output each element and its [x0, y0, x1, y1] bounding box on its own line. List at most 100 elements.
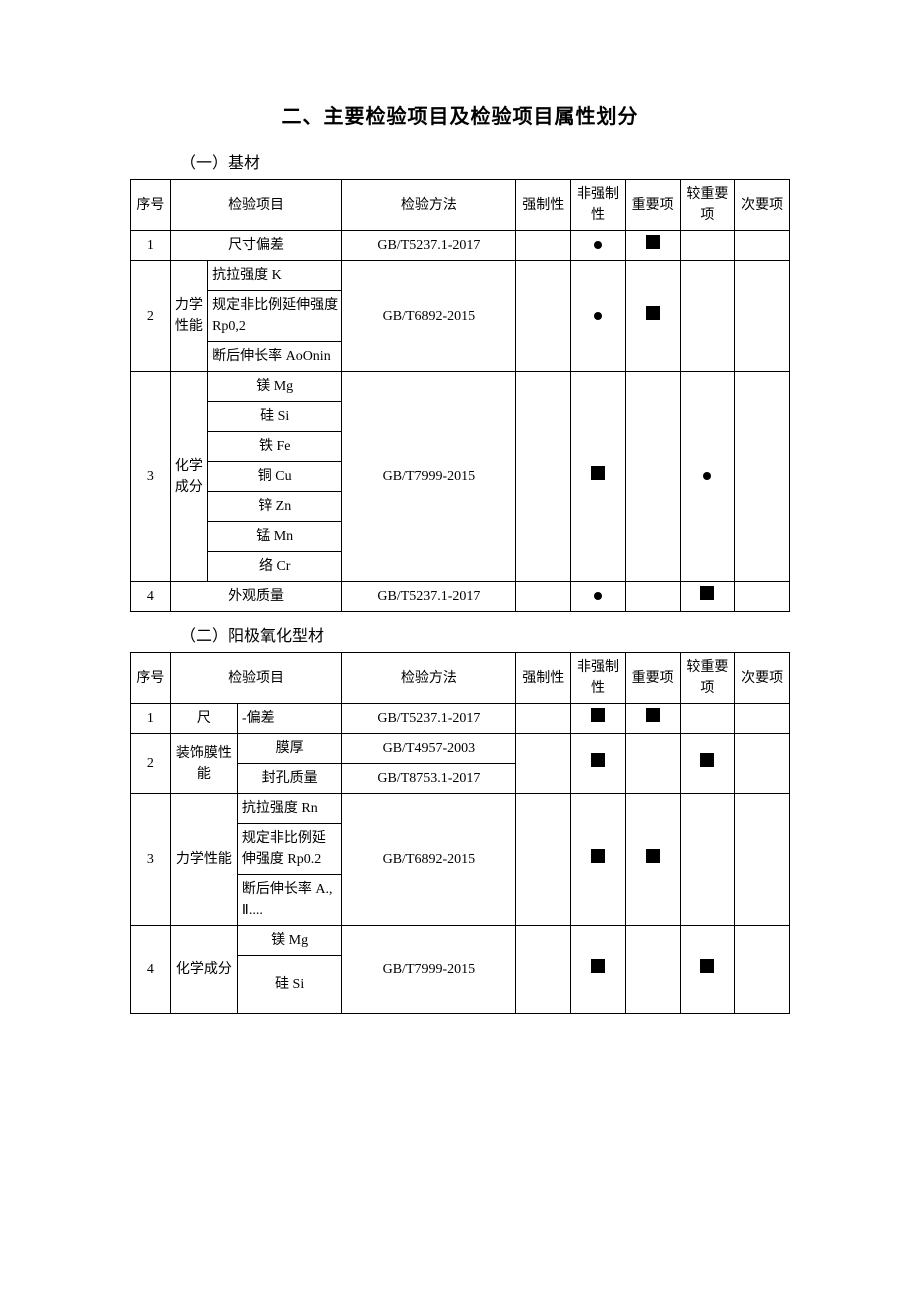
cell-seq: 3 [131, 794, 171, 926]
cell-flag [625, 261, 680, 372]
header-seq: 序号 [131, 180, 171, 231]
cell-method: GB/T7999-2015 [342, 372, 516, 582]
cell-flag [516, 231, 571, 261]
cell-item: 膜厚 [237, 734, 341, 764]
cell-method: GB/T5237.1-2017 [342, 582, 516, 612]
cell-flag [680, 926, 735, 1014]
cell-flag [735, 261, 790, 372]
table-row: 2 装饰膜性能 膜厚 GB/T4957-2003 [131, 734, 790, 764]
table-header-row: 序号 检验项目 检验方法 强制性 非强制性 重要项 较重要项 次要项 [131, 180, 790, 231]
cell-flag [625, 372, 680, 582]
cell-item: 镁 Mg [208, 372, 342, 402]
cell-item: 规定非比例延伸强度 Rp0.2 [237, 824, 341, 875]
cell-method: GB/T5237.1-2017 [342, 704, 516, 734]
cell-flag [571, 231, 626, 261]
header-c5: 次要项 [735, 653, 790, 704]
square-icon [591, 849, 605, 863]
header-method: 检验方法 [342, 653, 516, 704]
table-row: 4 外观质量 GB/T5237.1-2017 [131, 582, 790, 612]
page-title: 二、主要检验项目及检验项目属性划分 [130, 100, 790, 129]
square-icon [700, 753, 714, 767]
table-section-1: 序号 检验项目 检验方法 强制性 非强制性 重要项 较重要项 次要项 1 尺寸偏… [130, 179, 790, 612]
cell-flag [735, 582, 790, 612]
cell-seq: 1 [131, 231, 171, 261]
square-icon [591, 959, 605, 973]
cell-flag [680, 794, 735, 926]
cell-flag [735, 794, 790, 926]
section-2-title: （二）阳极氧化型材 [180, 622, 790, 646]
square-icon [591, 708, 605, 722]
header-c1: 强制性 [516, 653, 571, 704]
cell-item: 封孔质量 [237, 764, 341, 794]
header-c4: 较重要项 [680, 653, 735, 704]
cell-flag [516, 926, 571, 1014]
cell-flag [571, 926, 626, 1014]
cell-flag [571, 734, 626, 794]
header-c3: 重要项 [625, 180, 680, 231]
cell-item: 规定非比例延伸强度 Rp0,2 [208, 291, 342, 342]
cell-item: -偏差 [237, 704, 341, 734]
square-icon [591, 753, 605, 767]
cell-item: 铁 Fe [208, 432, 342, 462]
cell-item: 硅 Si [208, 402, 342, 432]
cell-item: 抗拉强度 Rn [237, 794, 341, 824]
dot-icon [594, 312, 602, 320]
cell-item: 尺寸偏差 [170, 231, 342, 261]
header-c2: 非强制性 [571, 180, 626, 231]
cell-category: 尺 [170, 704, 237, 734]
cell-method: GB/T6892-2015 [342, 794, 516, 926]
cell-item: 外观质量 [170, 582, 342, 612]
cell-category: 装饰膜性能 [170, 734, 237, 794]
cell-flag [735, 926, 790, 1014]
cell-method: GB/T6892-2015 [342, 261, 516, 372]
cell-flag [571, 372, 626, 582]
cell-item: 镁 Mg [237, 926, 341, 956]
cell-flag [680, 231, 735, 261]
square-icon [700, 959, 714, 973]
square-icon [646, 708, 660, 722]
cell-item: 断后伸长率 A.,Ⅱ.... [237, 875, 341, 926]
header-c4: 较重要项 [680, 180, 735, 231]
cell-item: 抗拉强度 K [208, 261, 342, 291]
cell-flag [516, 704, 571, 734]
dot-icon [594, 241, 602, 249]
cell-item: 锌 Zn [208, 492, 342, 522]
cell-seq: 2 [131, 734, 171, 794]
square-icon [591, 466, 605, 480]
cell-flag [680, 734, 735, 794]
header-c5: 次要项 [735, 180, 790, 231]
cell-seq: 1 [131, 704, 171, 734]
header-item: 检验项目 [170, 653, 342, 704]
cell-flag [516, 261, 571, 372]
cell-method: GB/T5237.1-2017 [342, 231, 516, 261]
cell-seq: 4 [131, 926, 171, 1014]
cell-flag [680, 261, 735, 372]
cell-item: 断后伸长率 AoOnin [208, 342, 342, 372]
table-row: 4 化学成分 镁 Mg GB/T7999-2015 [131, 926, 790, 956]
cell-seq: 4 [131, 582, 171, 612]
cell-flag [516, 582, 571, 612]
cell-flag [625, 734, 680, 794]
header-method: 检验方法 [342, 180, 516, 231]
cell-method: GB/T4957-2003 [342, 734, 516, 764]
cell-flag [571, 794, 626, 926]
cell-flag [516, 372, 571, 582]
cell-method: GB/T8753.1-2017 [342, 764, 516, 794]
header-c2: 非强制性 [571, 653, 626, 704]
table-section-2: 序号 检验项目 检验方法 强制性 非强制性 重要项 较重要项 次要项 1 尺 -… [130, 652, 790, 1014]
cell-flag [735, 704, 790, 734]
cell-flag [735, 372, 790, 582]
cell-flag [735, 734, 790, 794]
table-row: 3 化学成分 镁 Mg GB/T7999-2015 [131, 372, 790, 402]
table-row: 2 力学性能 抗拉强度 K GB/T6892-2015 [131, 261, 790, 291]
section-1-title: （一）基材 [180, 149, 790, 173]
cell-flag [571, 261, 626, 372]
header-c1: 强制性 [516, 180, 571, 231]
cell-category: 力学性能 [170, 261, 207, 372]
cell-method: GB/T7999-2015 [342, 926, 516, 1014]
cell-flag [625, 926, 680, 1014]
cell-seq: 2 [131, 261, 171, 372]
cell-category: 化学成分 [170, 372, 207, 582]
cell-flag [625, 704, 680, 734]
cell-category: 化学成分 [170, 926, 237, 1014]
